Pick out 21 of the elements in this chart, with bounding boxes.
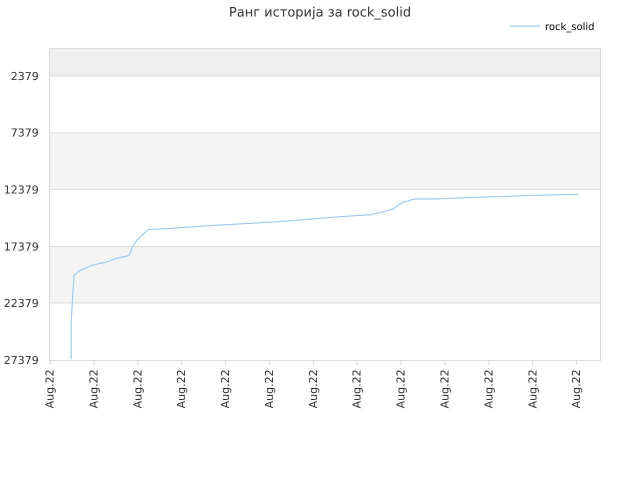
x-tick-label: Aug.22: [526, 369, 540, 408]
y-tick-label: 2379: [10, 70, 39, 83]
x-tick-label: Aug.22: [44, 369, 57, 408]
y-tick-label: 27379: [4, 354, 39, 367]
x-tick-label: Aug.22: [131, 369, 144, 408]
legend-label: rock_solid: [545, 22, 595, 34]
y-tick-label: 17379: [4, 240, 39, 254]
x-tick-label: Aug.22: [394, 369, 408, 408]
y-tick-label: 22379: [4, 297, 39, 310]
x-tick-label: Aug.22: [219, 369, 232, 408]
x-tick-label: Aug.22: [306, 369, 320, 408]
x-tick-label: Aug.22: [350, 369, 364, 408]
x-tick-label: Aug.22: [482, 369, 496, 408]
x-tick-label: Aug.22: [438, 369, 452, 408]
x-tick-label: Aug.22: [262, 369, 276, 408]
x-tick-label: Aug.22: [175, 369, 188, 408]
chart-title: Ранг историја за rock_solid: [228, 5, 412, 20]
x-tick-label: Aug.22: [570, 369, 584, 408]
y-tick-label: 7379: [10, 126, 39, 140]
y-tick-label: 12379: [4, 183, 39, 196]
x-tick-label: Aug.22: [87, 369, 100, 408]
